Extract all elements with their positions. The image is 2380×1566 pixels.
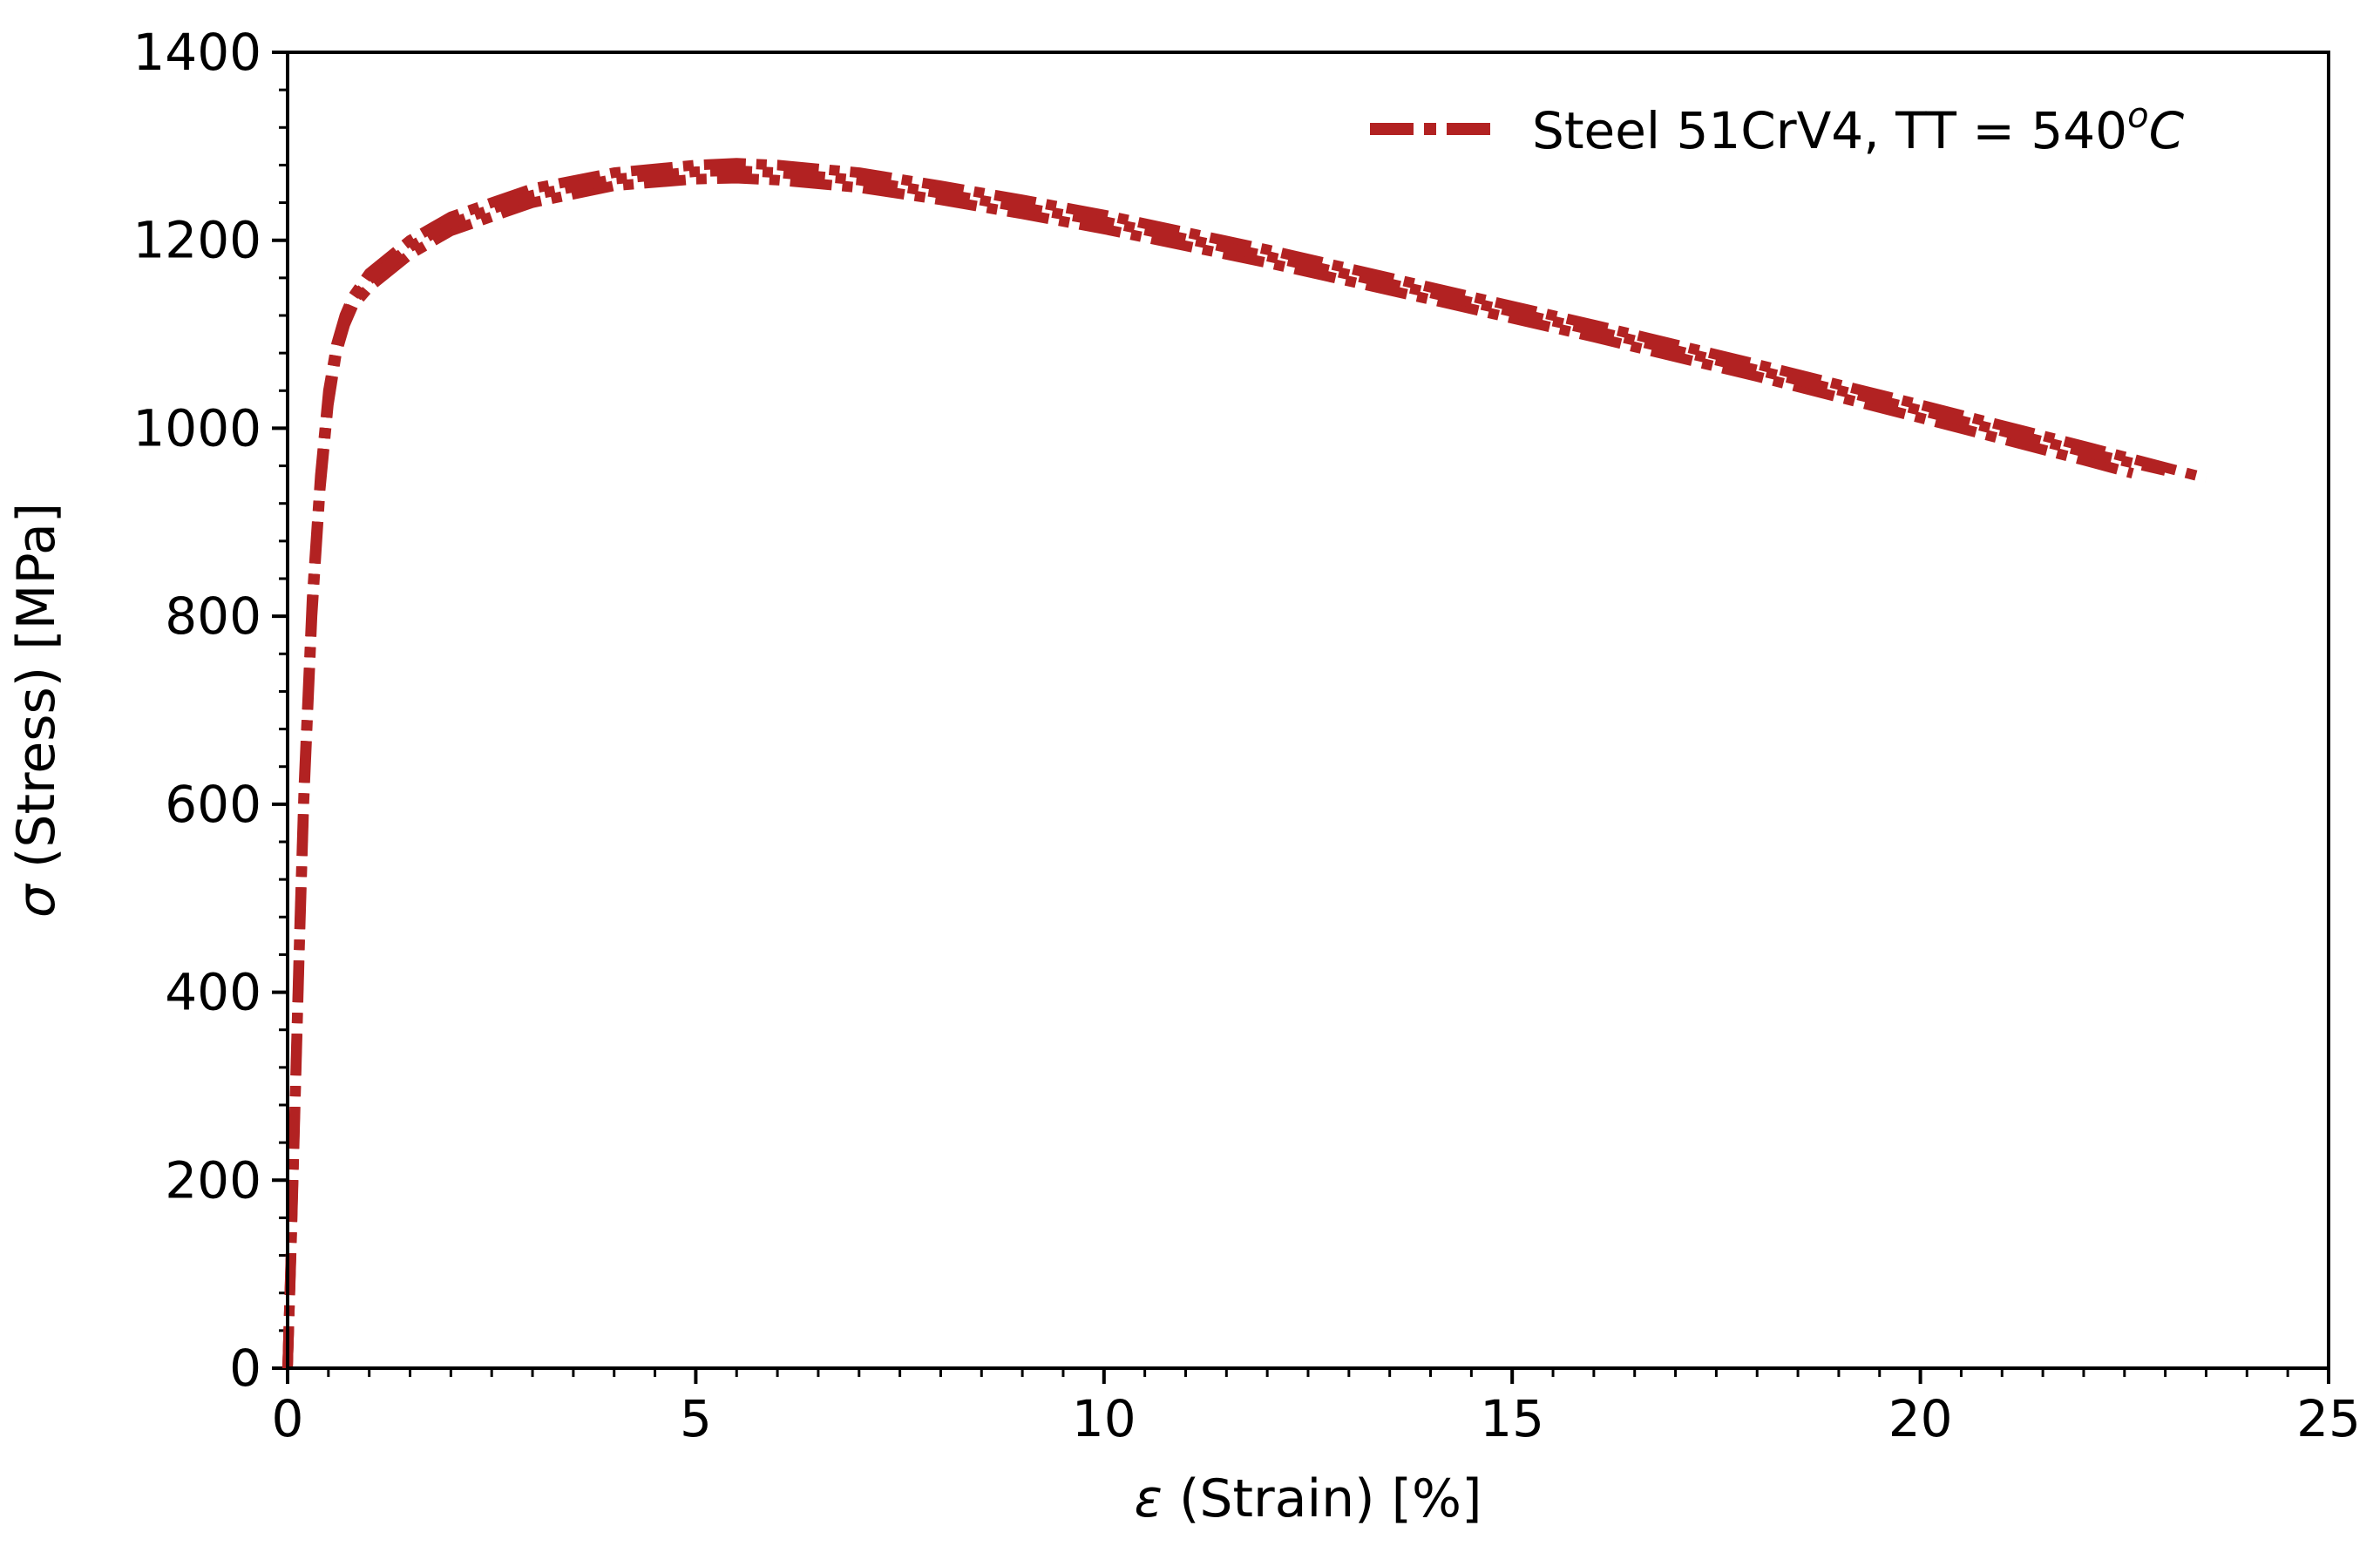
legend-text-main: Steel 51CrV4, TT = 540 — [1532, 101, 2127, 160]
y-tick-label: 1000 — [132, 398, 261, 458]
y-tick-label: 800 — [165, 586, 261, 646]
series-line-1 — [282, 158, 2208, 1369]
x-tick-label: 15 — [1480, 1389, 1544, 1448]
x-tick-label: 0 — [272, 1389, 304, 1448]
y-tick-label: 600 — [165, 775, 261, 834]
x-axis-text: (Strain) [%] — [1163, 1468, 1482, 1529]
legend: Steel 51CrV4, TT = 540oC — [1370, 96, 2185, 160]
x-tick-label: 10 — [1072, 1389, 1136, 1448]
series-line-3 — [282, 165, 2166, 1369]
x-tick-label: 25 — [2296, 1389, 2361, 1448]
y-axis-text: (Stress) [MPa] — [6, 503, 67, 885]
y-tick-label: 0 — [229, 1339, 261, 1398]
series-lines — [282, 158, 2208, 1369]
legend-unit: C — [2149, 101, 2185, 160]
y-tick-label: 200 — [165, 1150, 261, 1210]
series-line-2 — [282, 173, 2134, 1369]
legend-label: Steel 51CrV4, TT = 540oC — [1532, 96, 2185, 160]
x-tick-label: 5 — [680, 1389, 712, 1448]
y-tick-label: 1400 — [132, 23, 261, 82]
x-axis-label: ε (Strain) [%] — [1135, 1468, 1482, 1529]
y-tick-label: 400 — [165, 963, 261, 1022]
plot-area-frame — [286, 51, 2330, 1370]
axis-ticks: 0 5 10 15 20 25 0 200 400 600 800 1000 1200 1400 — [132, 23, 2361, 1448]
legend-superscript: o — [2127, 96, 2148, 136]
x-axis-symbol: ε — [1135, 1468, 1163, 1529]
x-tick-label: 20 — [1888, 1389, 1953, 1448]
y-axis-label: σ (Stress) [MPa] — [6, 503, 67, 918]
y-axis-symbol: σ — [6, 883, 67, 918]
y-tick-label: 1200 — [132, 211, 261, 270]
